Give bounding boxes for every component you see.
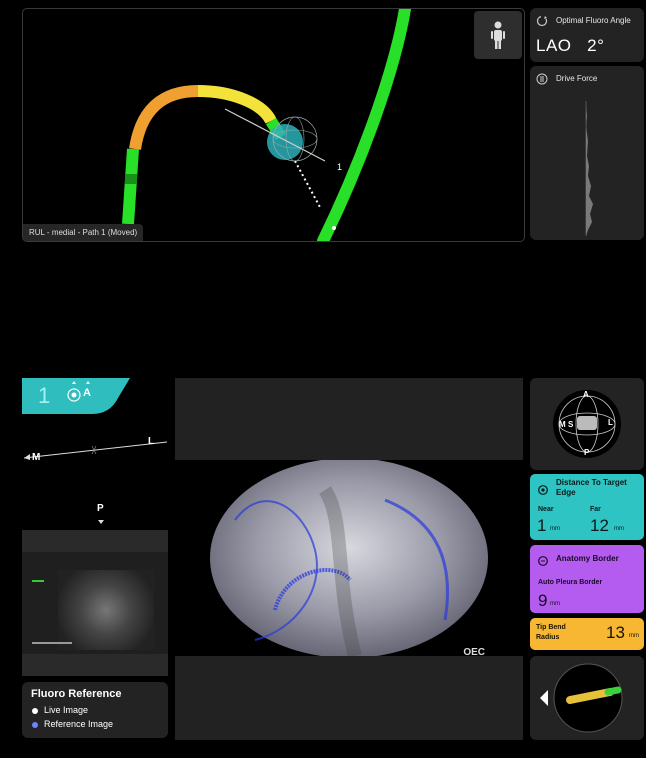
live-image-label: Live Image (44, 705, 89, 715)
compass-right: L (608, 418, 613, 427)
compass-bottom: P (584, 448, 590, 457)
distance-to-target-card[interactable]: Distance To Target Edge Near 1 mm Far 12… (530, 474, 644, 540)
orientation-left-label: M (32, 452, 41, 463)
fluoro-angle-panel: Optimal Fluoro Angle LAO 2° (530, 8, 644, 62)
compass-panel[interactable]: A M S L P (530, 378, 644, 470)
endoscope-thumbnail[interactable] (22, 530, 168, 676)
live-image-dot (32, 708, 38, 714)
near-value: 1 (537, 516, 547, 535)
orientation-number: 1 (38, 383, 51, 408)
navigation-3d-view[interactable]: 1 RUL - medial - Path 1 (Moved) (22, 8, 525, 242)
tip-view-panel[interactable] (530, 656, 644, 740)
anatomy-border-value: 9 (538, 591, 548, 610)
near-unit: mm (550, 526, 560, 532)
target-marker-label: 1 (337, 162, 342, 172)
anatomy-border-icon (538, 553, 548, 566)
orientation-axis (23, 441, 168, 524)
far-value: 12 (590, 516, 609, 535)
orientation-bottom-label: P (97, 503, 104, 514)
tip-bend-unit: mm (629, 633, 639, 639)
rotate-icon (536, 14, 548, 27)
fluoro-reference-panel: Fluoro Reference Live Image Reference Im… (22, 682, 168, 738)
auto-pleura-label: Auto Pleura Border (538, 579, 603, 586)
far-label: Far (590, 506, 601, 513)
drive-force-title: Drive Force (556, 74, 598, 83)
tip-view-render (540, 663, 623, 733)
fluoro-angle-title: Optimal Fluoro Angle (556, 16, 631, 25)
orientation-letter: A (83, 387, 91, 399)
oec-label: OEC (463, 647, 485, 656)
compass-top: A (583, 390, 589, 399)
orientation-right-label: L (148, 436, 155, 447)
far-unit: mm (614, 526, 624, 532)
anatomy-border-card[interactable]: Anatomy Border Auto Pleura Border 9 mm (530, 545, 644, 613)
reference-image-dot (32, 722, 38, 728)
near-label: Near (538, 506, 554, 513)
fluoro-angle-value: LAO 2° (536, 36, 605, 55)
patient-view-button[interactable] (474, 11, 522, 59)
person-icon (491, 21, 505, 49)
airway-path-render: 1 (122, 9, 411, 241)
reference-image-label: Reference Image (44, 719, 114, 729)
drive-force-panel: Drive Force (530, 66, 644, 240)
fluoro-reference-title: Fluoro Reference (31, 688, 122, 700)
tip-bend-value: 13 (606, 623, 625, 642)
distance-title: Distance To Target Edge (556, 478, 627, 497)
compass-center: S (568, 420, 574, 429)
compass-left: M (559, 420, 566, 429)
anatomy-compass-icon (553, 390, 621, 458)
fluoro-bottom-bar (175, 656, 523, 740)
anatomy-border-title: Anatomy Border (556, 554, 619, 563)
fluoro-image-view[interactable]: OEC (175, 460, 523, 656)
drive-force-icon (536, 72, 548, 85)
path-label: RUL - medial - Path 1 (Moved) (23, 224, 144, 241)
anatomy-border-unit: mm (550, 601, 560, 607)
orientation-badge[interactable]: 1 A (22, 378, 130, 414)
drive-force-graph (585, 101, 593, 236)
fluoro-top-bar (175, 378, 523, 460)
tip-bend-title: Tip Bend Radius (536, 624, 566, 641)
target-icon (538, 482, 548, 495)
tip-bend-card[interactable]: Tip Bend Radius 13 mm (530, 618, 644, 650)
